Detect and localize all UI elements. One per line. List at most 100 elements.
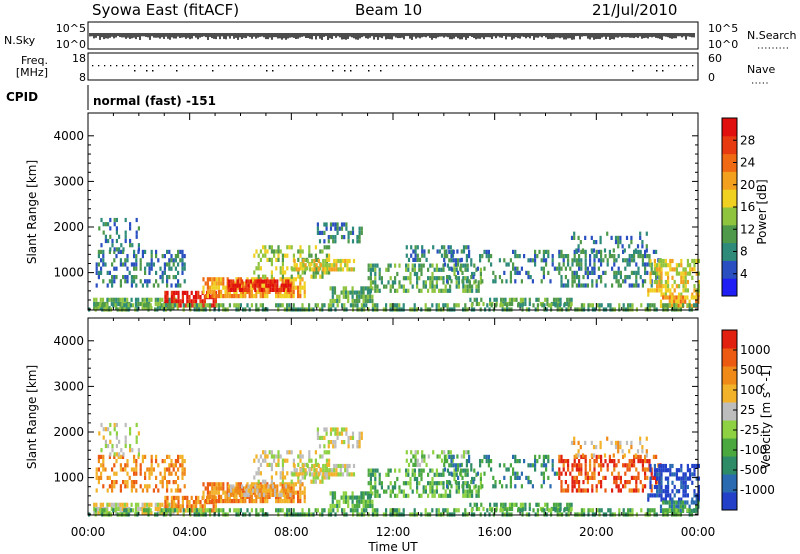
range-gate-cell (558, 249, 561, 254)
range-gate-cell (317, 472, 320, 477)
range-gate-cell (334, 427, 337, 432)
range-gate-cell (276, 283, 279, 288)
range-gate-cell (338, 499, 341, 504)
range-gate-cell (453, 263, 456, 268)
range-gate-cell (254, 287, 257, 292)
range-gate-cell (159, 471, 162, 476)
range-gate-cell (109, 439, 112, 444)
range-gate-cell (189, 508, 192, 513)
range-gate-cell (442, 303, 445, 308)
range-gate-cell (222, 482, 225, 487)
range-gate-cell (303, 294, 306, 299)
range-gate-cell (448, 471, 451, 476)
range-gate-cell (686, 508, 689, 513)
range-gate-cell (503, 463, 506, 468)
range-gate-cell (570, 297, 573, 302)
range-gate-cell (270, 479, 273, 484)
range-gate-cell (154, 301, 157, 307)
range-gate-cell (124, 262, 127, 267)
range-gate-cell (261, 490, 264, 495)
range-gate-cell (575, 262, 578, 267)
range-gate-cell (550, 508, 553, 513)
range-gate-cell (505, 467, 508, 472)
range-gate-cell (413, 468, 416, 473)
range-gate-cell (551, 262, 554, 267)
range-gate-cell (254, 484, 257, 489)
freq-sample (398, 65, 400, 67)
range-gate-cell (334, 440, 337, 445)
range-gate-cell (330, 263, 334, 268)
range-gate-cell (343, 303, 346, 308)
range-gate-cell (204, 294, 207, 299)
freq-sample (410, 65, 412, 67)
range-gate-cell (682, 493, 685, 498)
range-gate-cell (374, 271, 377, 277)
range-gate-cell (678, 476, 681, 481)
range-gate-cell (597, 266, 600, 271)
range-gate-cell (99, 297, 102, 302)
range-gate-cell (308, 472, 312, 477)
range-gate-cell (653, 279, 656, 285)
range-gate-cell (166, 295, 169, 300)
range-gate-cell (465, 254, 468, 259)
range-gate-cell (660, 493, 663, 498)
range-gate-cell (573, 275, 576, 280)
colorbar-swatch (722, 278, 737, 297)
range-gate-cell (297, 490, 300, 495)
range-gate-cell (161, 484, 164, 489)
range-gate-cell (293, 463, 296, 469)
range-gate-cell (623, 453, 626, 458)
range-gate-cell (222, 303, 225, 308)
range-gate-cell (659, 508, 663, 513)
range-gate-cell (617, 270, 620, 275)
range-gate-cell (245, 287, 248, 292)
range-gate-cell (514, 266, 517, 271)
range-gate-cell (664, 295, 667, 300)
freq-sample (212, 65, 214, 67)
range-gate-cell (333, 503, 337, 509)
range-gate-cell (512, 249, 515, 254)
range-gate-cell (310, 253, 313, 258)
range-gate-cell (222, 277, 225, 282)
range-gate-cell (398, 284, 401, 289)
range-gate-cell (651, 303, 654, 308)
range-gate-cell (691, 497, 694, 502)
range-gate-cell (294, 490, 297, 495)
range-gate-cell (93, 306, 96, 311)
range-gate-cell (686, 288, 689, 293)
range-gate-cell (324, 258, 327, 264)
range-gate-cell (192, 500, 195, 505)
range-gate-cell (346, 468, 349, 473)
range-gate-cell (606, 463, 609, 468)
freq-sample (680, 65, 682, 67)
range-gate-cell (145, 306, 149, 311)
range-gate-cell (635, 480, 638, 485)
range-gate-cell (308, 450, 311, 455)
range-gate-cell (502, 502, 505, 507)
range-gate-cell (261, 294, 264, 299)
range-gate-cell (556, 303, 559, 308)
range-gate-cell (475, 506, 478, 512)
range-gate-cell (316, 230, 319, 235)
range-gate-cell (374, 288, 377, 293)
range-gate-cell (299, 277, 302, 282)
range-gate-cell (669, 263, 672, 268)
range-gate-cell (531, 279, 534, 284)
range-gate-cell (413, 476, 416, 482)
range-gate-cell (181, 249, 184, 254)
range-gate-cell (602, 463, 605, 468)
range-gate-cell (254, 279, 257, 284)
range-gate-cell (222, 508, 225, 513)
range-gate-cell (236, 279, 239, 284)
x-tick-label: 12:00 (376, 525, 411, 539)
range-gate-cell (257, 458, 260, 463)
range-gate-cell (678, 489, 681, 494)
range-gate-cell (617, 440, 620, 445)
range-gate-cell (537, 502, 540, 507)
freq-sample (344, 65, 346, 67)
range-gate-cell (290, 499, 293, 504)
range-gate-cell (414, 450, 417, 455)
range-gate-cell (260, 492, 263, 497)
range-gate-cell (637, 254, 640, 259)
range-gate-cell (644, 279, 647, 284)
